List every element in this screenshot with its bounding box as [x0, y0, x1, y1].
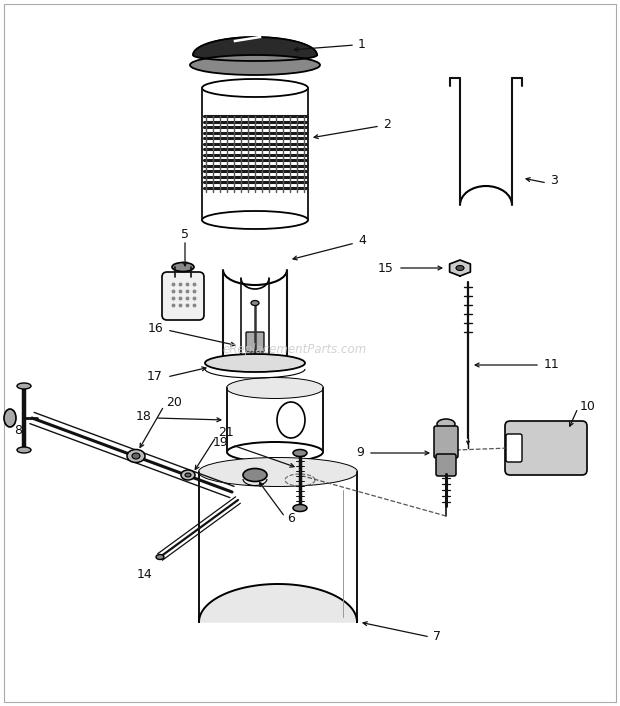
Text: 11: 11	[544, 359, 560, 371]
Ellipse shape	[437, 419, 455, 429]
Ellipse shape	[227, 378, 323, 398]
Ellipse shape	[190, 55, 320, 75]
Ellipse shape	[205, 354, 305, 372]
Text: 17: 17	[147, 371, 163, 383]
FancyBboxPatch shape	[246, 332, 264, 352]
FancyBboxPatch shape	[436, 454, 456, 476]
Ellipse shape	[185, 473, 191, 477]
Text: 8: 8	[14, 424, 22, 436]
Ellipse shape	[172, 263, 194, 272]
FancyBboxPatch shape	[505, 421, 587, 475]
Ellipse shape	[132, 453, 140, 459]
FancyBboxPatch shape	[434, 426, 458, 458]
Ellipse shape	[456, 265, 464, 270]
Text: 6: 6	[287, 513, 295, 525]
Text: 2: 2	[383, 117, 391, 131]
Ellipse shape	[293, 450, 307, 457]
Text: 19: 19	[212, 436, 228, 450]
Ellipse shape	[156, 554, 164, 559]
Ellipse shape	[277, 402, 305, 438]
Text: 5: 5	[181, 227, 189, 241]
Polygon shape	[450, 260, 471, 276]
Text: 7: 7	[433, 630, 441, 643]
FancyBboxPatch shape	[162, 272, 204, 320]
FancyArrowPatch shape	[467, 441, 469, 444]
Text: 14: 14	[137, 568, 153, 582]
Ellipse shape	[199, 458, 357, 486]
Ellipse shape	[17, 447, 31, 453]
Ellipse shape	[4, 409, 16, 427]
FancyBboxPatch shape	[506, 434, 522, 462]
Text: 1: 1	[358, 39, 366, 52]
Text: 10: 10	[580, 400, 596, 412]
Text: 9: 9	[356, 446, 364, 460]
Ellipse shape	[181, 470, 195, 480]
Text: 21: 21	[218, 426, 234, 440]
Text: eReplacementParts.com: eReplacementParts.com	[223, 344, 367, 357]
Ellipse shape	[243, 469, 267, 481]
Text: 15: 15	[378, 261, 394, 275]
Ellipse shape	[17, 383, 31, 389]
Text: 20: 20	[166, 395, 182, 409]
Text: 4: 4	[358, 234, 366, 248]
Text: 3: 3	[550, 174, 558, 188]
Ellipse shape	[251, 301, 259, 306]
Text: 18: 18	[136, 409, 152, 422]
Text: 16: 16	[148, 321, 163, 335]
Ellipse shape	[127, 450, 145, 462]
Ellipse shape	[293, 505, 307, 512]
Polygon shape	[199, 584, 357, 622]
Polygon shape	[193, 37, 317, 61]
Ellipse shape	[250, 355, 260, 361]
